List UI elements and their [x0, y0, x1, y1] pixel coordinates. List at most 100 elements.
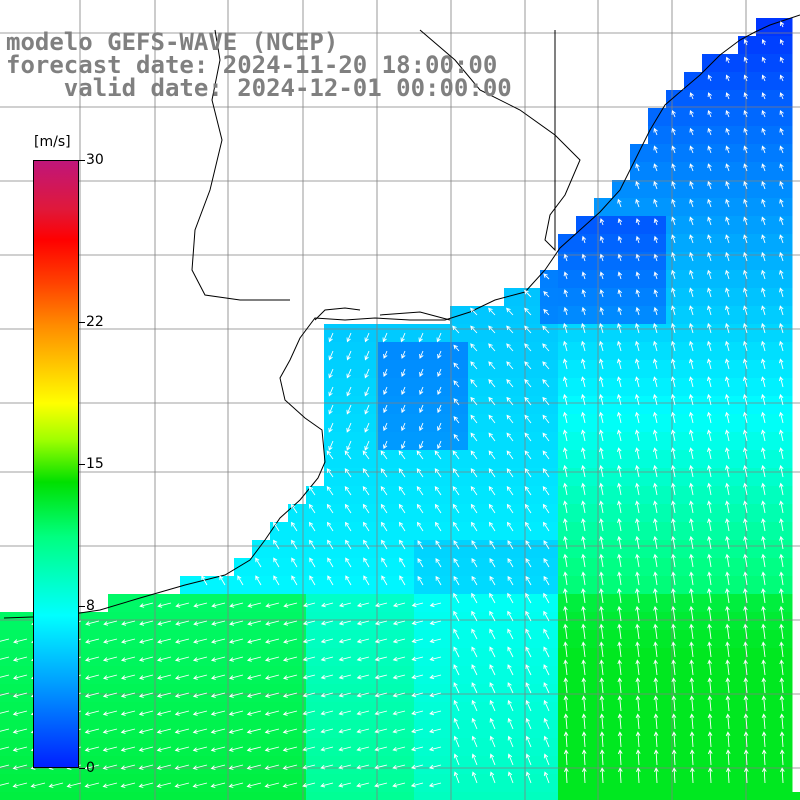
- wind-arrow: [210, 764, 226, 770]
- wind-speed-cell: [576, 342, 595, 361]
- wind-arrow: [743, 713, 749, 730]
- wind-arrow: [653, 180, 658, 190]
- wind-speed-cell: [432, 468, 451, 487]
- wind-arrow: [437, 404, 442, 414]
- wind-speed-cell: [702, 648, 721, 667]
- wind-speed-cell: [90, 612, 109, 631]
- wind-arrow: [452, 468, 460, 478]
- wind-speed-cell: [774, 522, 793, 541]
- wind-arrow: [581, 306, 587, 316]
- wind-arrow: [228, 710, 244, 716]
- wind-arrow: [435, 558, 442, 568]
- wind-speed-cell: [612, 288, 631, 307]
- wind-speed-cell: [450, 774, 469, 793]
- wind-arrow: [411, 674, 424, 680]
- wind-arrow: [688, 376, 694, 388]
- wind-speed-cell: [756, 486, 775, 505]
- wind-arrow: [761, 713, 767, 730]
- wind-speed-cell: [90, 702, 109, 721]
- wind-speed-cell: [126, 720, 145, 739]
- wind-speed-cell: [342, 756, 361, 775]
- wind-speed-cell: [468, 612, 487, 631]
- wind-speed-cell: [252, 558, 271, 577]
- wind-arrow: [563, 500, 568, 514]
- wind-arrow: [507, 646, 514, 658]
- wind-arrow: [707, 269, 712, 280]
- wind-arrow: [706, 411, 712, 424]
- wind-speed-cell: [756, 162, 775, 181]
- wind-arrow: [470, 343, 478, 352]
- wind-arrow: [761, 234, 766, 244]
- wind-speed-cell: [630, 558, 649, 577]
- wind-arrow: [228, 692, 244, 698]
- wind-arrow: [725, 234, 730, 244]
- wind-arrow: [429, 602, 442, 608]
- wind-arrow: [326, 521, 334, 532]
- wind-speed-cell: [648, 774, 667, 793]
- wind-arrow: [599, 695, 605, 712]
- wind-arrow: [671, 198, 676, 208]
- wind-speed-cell: [540, 288, 559, 307]
- wind-speed-cell: [774, 360, 793, 379]
- wind-arrow: [328, 386, 334, 397]
- wind-arrow: [725, 180, 730, 190]
- wind-arrow: [103, 620, 118, 626]
- wind-arrow: [488, 396, 496, 406]
- wind-speed-cell: [144, 720, 163, 739]
- wind-speed-cell: [648, 234, 667, 253]
- wind-arrow: [410, 746, 424, 752]
- wind-speed-cell: [684, 162, 703, 181]
- wind-speed-cell: [360, 756, 379, 775]
- wind-arrow: [563, 535, 568, 550]
- wind-speed-cell: [702, 666, 721, 685]
- wind-speed-cell: [702, 540, 721, 559]
- wind-arrow: [670, 411, 676, 424]
- wind-arrow: [320, 620, 334, 626]
- wind-speed-cell: [774, 702, 793, 721]
- wind-speed-cell: [360, 720, 379, 739]
- wind-speed-cell: [738, 486, 757, 505]
- wind-arrow: [525, 592, 532, 604]
- wind-speed-cell: [558, 576, 577, 595]
- wind-arrow: [635, 253, 641, 262]
- wind-speed-cell: [270, 684, 289, 703]
- wind-arrow: [778, 447, 784, 460]
- wind-arrow: [743, 482, 748, 496]
- wind-arrow: [581, 271, 587, 280]
- wind-arrow: [102, 764, 118, 770]
- wind-arrow: [398, 468, 406, 478]
- wind-speed-cell: [612, 756, 631, 775]
- wind-arrow: [374, 602, 388, 608]
- wind-arrow: [489, 682, 496, 694]
- wind-speed-cell: [684, 756, 703, 775]
- wind-speed-cell: [540, 360, 559, 379]
- wind-arrow: [470, 396, 478, 406]
- wind-speed-cell: [774, 540, 793, 559]
- wind-arrow: [743, 234, 748, 244]
- wind-arrow: [320, 710, 334, 716]
- wind-speed-cell: [648, 594, 667, 613]
- wind-speed-cell: [738, 360, 757, 379]
- wind-speed-cell: [306, 792, 325, 800]
- wind-speed-cell: [738, 540, 757, 559]
- wind-arrow: [338, 620, 352, 626]
- wind-arrow: [761, 500, 766, 514]
- wind-speed-cell: [522, 522, 541, 541]
- wind-arrow: [429, 710, 442, 716]
- wind-arrow: [725, 695, 731, 712]
- wind-speed-cell: [288, 594, 307, 613]
- wind-speed-cell: [288, 792, 307, 800]
- wind-arrow: [525, 646, 532, 658]
- wind-speed-cell: [450, 702, 469, 721]
- wind-speed-cell: [558, 792, 577, 800]
- wind-arrow: [743, 198, 748, 208]
- wind-arrow: [139, 674, 154, 680]
- wind-speed-cell: [720, 414, 739, 433]
- wind-arrow: [635, 713, 641, 730]
- wind-speed-cell: [666, 756, 685, 775]
- wind-arrow: [489, 610, 496, 622]
- wind-speed-cell: [612, 774, 631, 793]
- wind-speed-cell: [702, 630, 721, 649]
- wind-speed-cell: [612, 234, 631, 253]
- colorbar-tick-mark: [79, 160, 85, 161]
